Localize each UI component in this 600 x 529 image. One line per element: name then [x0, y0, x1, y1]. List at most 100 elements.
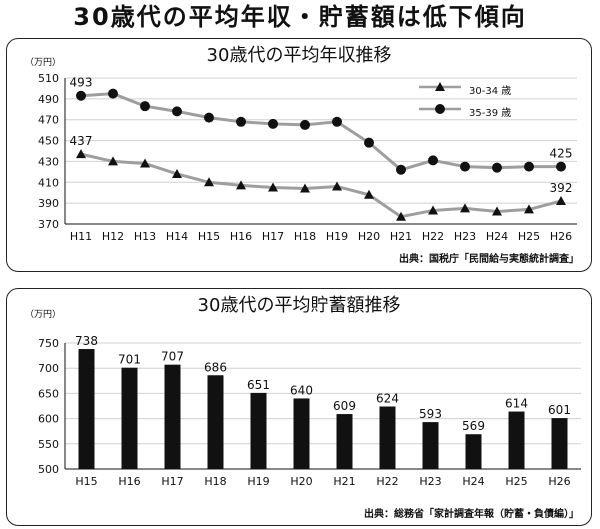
savings-data-label: 651 [247, 378, 270, 392]
savings-y-tick-label: 600 [38, 413, 59, 426]
savings-data-label: 707 [161, 350, 184, 364]
data-point-30-34 [172, 168, 182, 178]
savings-data-label: 686 [204, 360, 227, 374]
income-x-tick-label: H18 [294, 230, 316, 243]
income-chart-panel: 30歳代の平均年収推移 （万円） 370 390 410 430 450 470 490 51… [6, 38, 592, 272]
income-x-tick-label: H25 [518, 230, 540, 243]
data-point-30-34 [268, 182, 278, 192]
data-point-35-39 [300, 119, 310, 130]
income-x-tick-label: H13 [134, 230, 156, 243]
income-unit-label: （万円） [25, 58, 62, 68]
income-y-tick-label: 430 [38, 155, 59, 168]
income-x-tick-label: H15 [198, 230, 220, 243]
savings-bar [78, 349, 95, 469]
savings-bar [422, 422, 439, 469]
data-point-35-39 [268, 118, 278, 129]
savings-x-tick-label: H26 [548, 475, 570, 488]
income-x-tick-label: H24 [486, 230, 508, 243]
income-source-note: 出典：国税庁「民間給与実態統計調査」 [399, 254, 579, 265]
savings-bar [336, 414, 353, 469]
savings-data-label: 614 [505, 397, 528, 411]
savings-x-tick-label: H21 [333, 475, 355, 488]
series-line-30-34 [80, 152, 562, 219]
data-point-30-34 [460, 203, 470, 213]
data-point-35-39 [236, 116, 246, 127]
income-x-tick-label: H20 [358, 230, 380, 243]
savings-data-label: 609 [333, 399, 356, 413]
data-label: 437 [70, 134, 93, 148]
savings-bar [250, 392, 267, 469]
data-point-35-39 [140, 101, 150, 112]
savings-x-tick-label: H19 [247, 475, 269, 488]
savings-y-tick-label: 700 [38, 362, 59, 375]
savings-x-tick-label: H16 [118, 475, 140, 488]
data-point-30-34 [76, 149, 86, 159]
savings-data-label: 569 [462, 419, 485, 433]
savings-bar [379, 406, 396, 469]
savings-y-tick-label: 750 [38, 337, 59, 350]
data-point-30-34 [300, 183, 310, 193]
savings-data-label: 738 [75, 334, 98, 348]
savings-chart-title: 30歳代の平均貯蓄額推移 [197, 295, 401, 316]
income-line-chart: 370 390 410 430 450 470 490 510 H11 H12 H13 H14 H15 H… [38, 72, 577, 243]
income-x-tick-label: H12 [102, 230, 124, 243]
data-point-30-34 [492, 206, 502, 216]
legend-label-35-39: 35-39 歳 [469, 108, 512, 119]
data-point-30-34 [428, 205, 438, 215]
income-y-tick-label: 390 [38, 197, 59, 210]
legend-label-30-34: 30-34 歳 [469, 86, 512, 97]
income-x-tick-label: H23 [454, 230, 476, 243]
income-x-tick-label: H21 [390, 230, 412, 243]
savings-bar [551, 418, 568, 469]
income-y-tick-label: 470 [38, 114, 59, 127]
data-label: 493 [70, 76, 93, 90]
income-x-tick-label: H11 [70, 230, 92, 243]
circle-marker-icon [419, 104, 461, 114]
income-x-tick-label: H26 [550, 230, 572, 243]
savings-bar [293, 398, 310, 469]
data-point-30-34 [236, 180, 246, 190]
income-x-tick-label: H14 [166, 230, 188, 243]
triangle-marker-icon [419, 82, 461, 91]
data-point-35-39 [524, 161, 534, 172]
data-point-35-39 [396, 164, 406, 175]
savings-x-tick-label: H22 [376, 475, 398, 488]
data-point-30-34 [332, 181, 342, 191]
income-x-tick-label: H22 [422, 230, 444, 243]
savings-x-tick-label: H15 [75, 475, 97, 488]
savings-bar [164, 364, 181, 469]
savings-x-tick-label: H17 [161, 475, 183, 488]
savings-bar [121, 367, 138, 469]
data-point-35-39 [492, 162, 502, 173]
savings-y-tick-label: 650 [38, 387, 59, 400]
income-y-tick-label: 490 [38, 93, 59, 106]
savings-chart-panel: 30歳代の平均貯蓄額推移 （万円） 500 550 600 650 700 750 738 H… [6, 288, 592, 526]
savings-data-label: 701 [118, 353, 141, 367]
series-line-35-39 [80, 92, 561, 172]
data-point-30-34 [108, 156, 118, 166]
data-point-30-34 [364, 189, 374, 199]
data-point-35-39 [332, 116, 342, 127]
income-y-tick-label: 450 [38, 135, 59, 148]
data-point-35-39 [172, 106, 182, 117]
income-x-tick-label: H16 [230, 230, 252, 243]
income-y-tick-label: 410 [38, 176, 59, 189]
data-point-35-39 [108, 88, 118, 99]
income-x-tick-label: H17 [262, 230, 284, 243]
data-label: 392 [550, 181, 573, 195]
data-point-35-39 [460, 161, 470, 172]
savings-x-tick-label: H18 [204, 475, 226, 488]
savings-x-tick-label: H20 [290, 475, 312, 488]
data-point-30-34 [556, 196, 566, 206]
savings-data-label: 593 [419, 407, 442, 421]
data-label: 425 [550, 147, 573, 161]
data-point-30-34 [204, 177, 214, 187]
savings-unit-label: （万円） [25, 310, 62, 320]
data-point-30-34 [140, 158, 150, 168]
data-point-30-34 [524, 204, 534, 214]
data-point-35-39 [428, 155, 438, 166]
data-point-35-39 [204, 112, 214, 123]
data-point-35-39 [76, 90, 86, 101]
savings-bar [207, 375, 224, 469]
data-point-30-34 [396, 211, 406, 221]
